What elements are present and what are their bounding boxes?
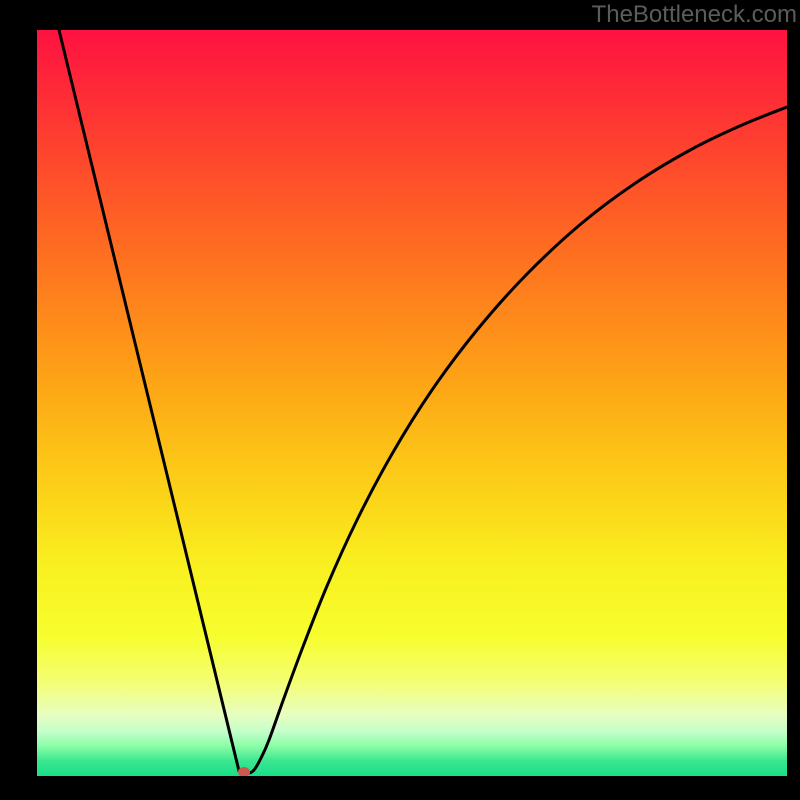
border-left (0, 0, 37, 800)
border-bottom (0, 776, 800, 800)
chart-canvas: TheBottleneck.com (0, 0, 800, 800)
border-right (787, 0, 800, 800)
watermark-text: TheBottleneck.com (592, 1, 797, 29)
plot-svg (37, 30, 787, 776)
plot-area (37, 30, 787, 776)
